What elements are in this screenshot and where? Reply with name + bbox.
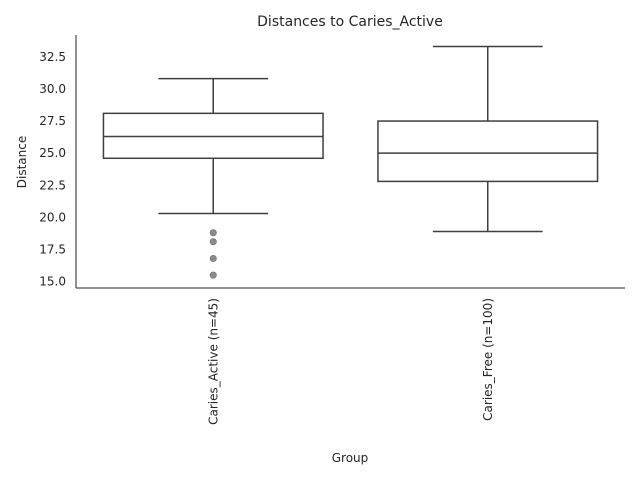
x-ticks: Caries_Active (n=45) Caries_Free (n=100) (206, 298, 495, 425)
y-tick-label: 17.5 (39, 242, 66, 256)
y-tick-label: 22.5 (39, 178, 66, 192)
y-axis-label: Distance (15, 136, 29, 188)
outlier-point (209, 271, 217, 279)
x-tick-label: Caries_Active (n=45) (206, 298, 220, 425)
outlier-point (209, 238, 217, 246)
y-tick-label: 30.0 (39, 82, 66, 96)
y-tick-label: 15.0 (39, 275, 66, 289)
x-tick-label: Caries_Free (n=100) (481, 298, 495, 421)
y-tick-label: 32.5 (39, 50, 66, 64)
outlier-point (209, 254, 217, 262)
box-group (102, 77, 324, 279)
iqr-box (377, 120, 599, 183)
outlier-point (209, 229, 217, 237)
box-group (377, 45, 599, 233)
boxes (102, 45, 599, 279)
y-ticks: 15.0 17.5 20.0 22.5 25.0 27.5 30.0 32.5 (39, 50, 66, 289)
y-tick-label: 27.5 (39, 114, 66, 128)
chart-title: Distances to Caries_Active (257, 14, 443, 30)
y-tick-label: 25.0 (39, 146, 66, 160)
y-tick-label: 20.0 (39, 210, 66, 224)
x-axis-label: Group (332, 451, 369, 465)
axes (75, 35, 625, 289)
